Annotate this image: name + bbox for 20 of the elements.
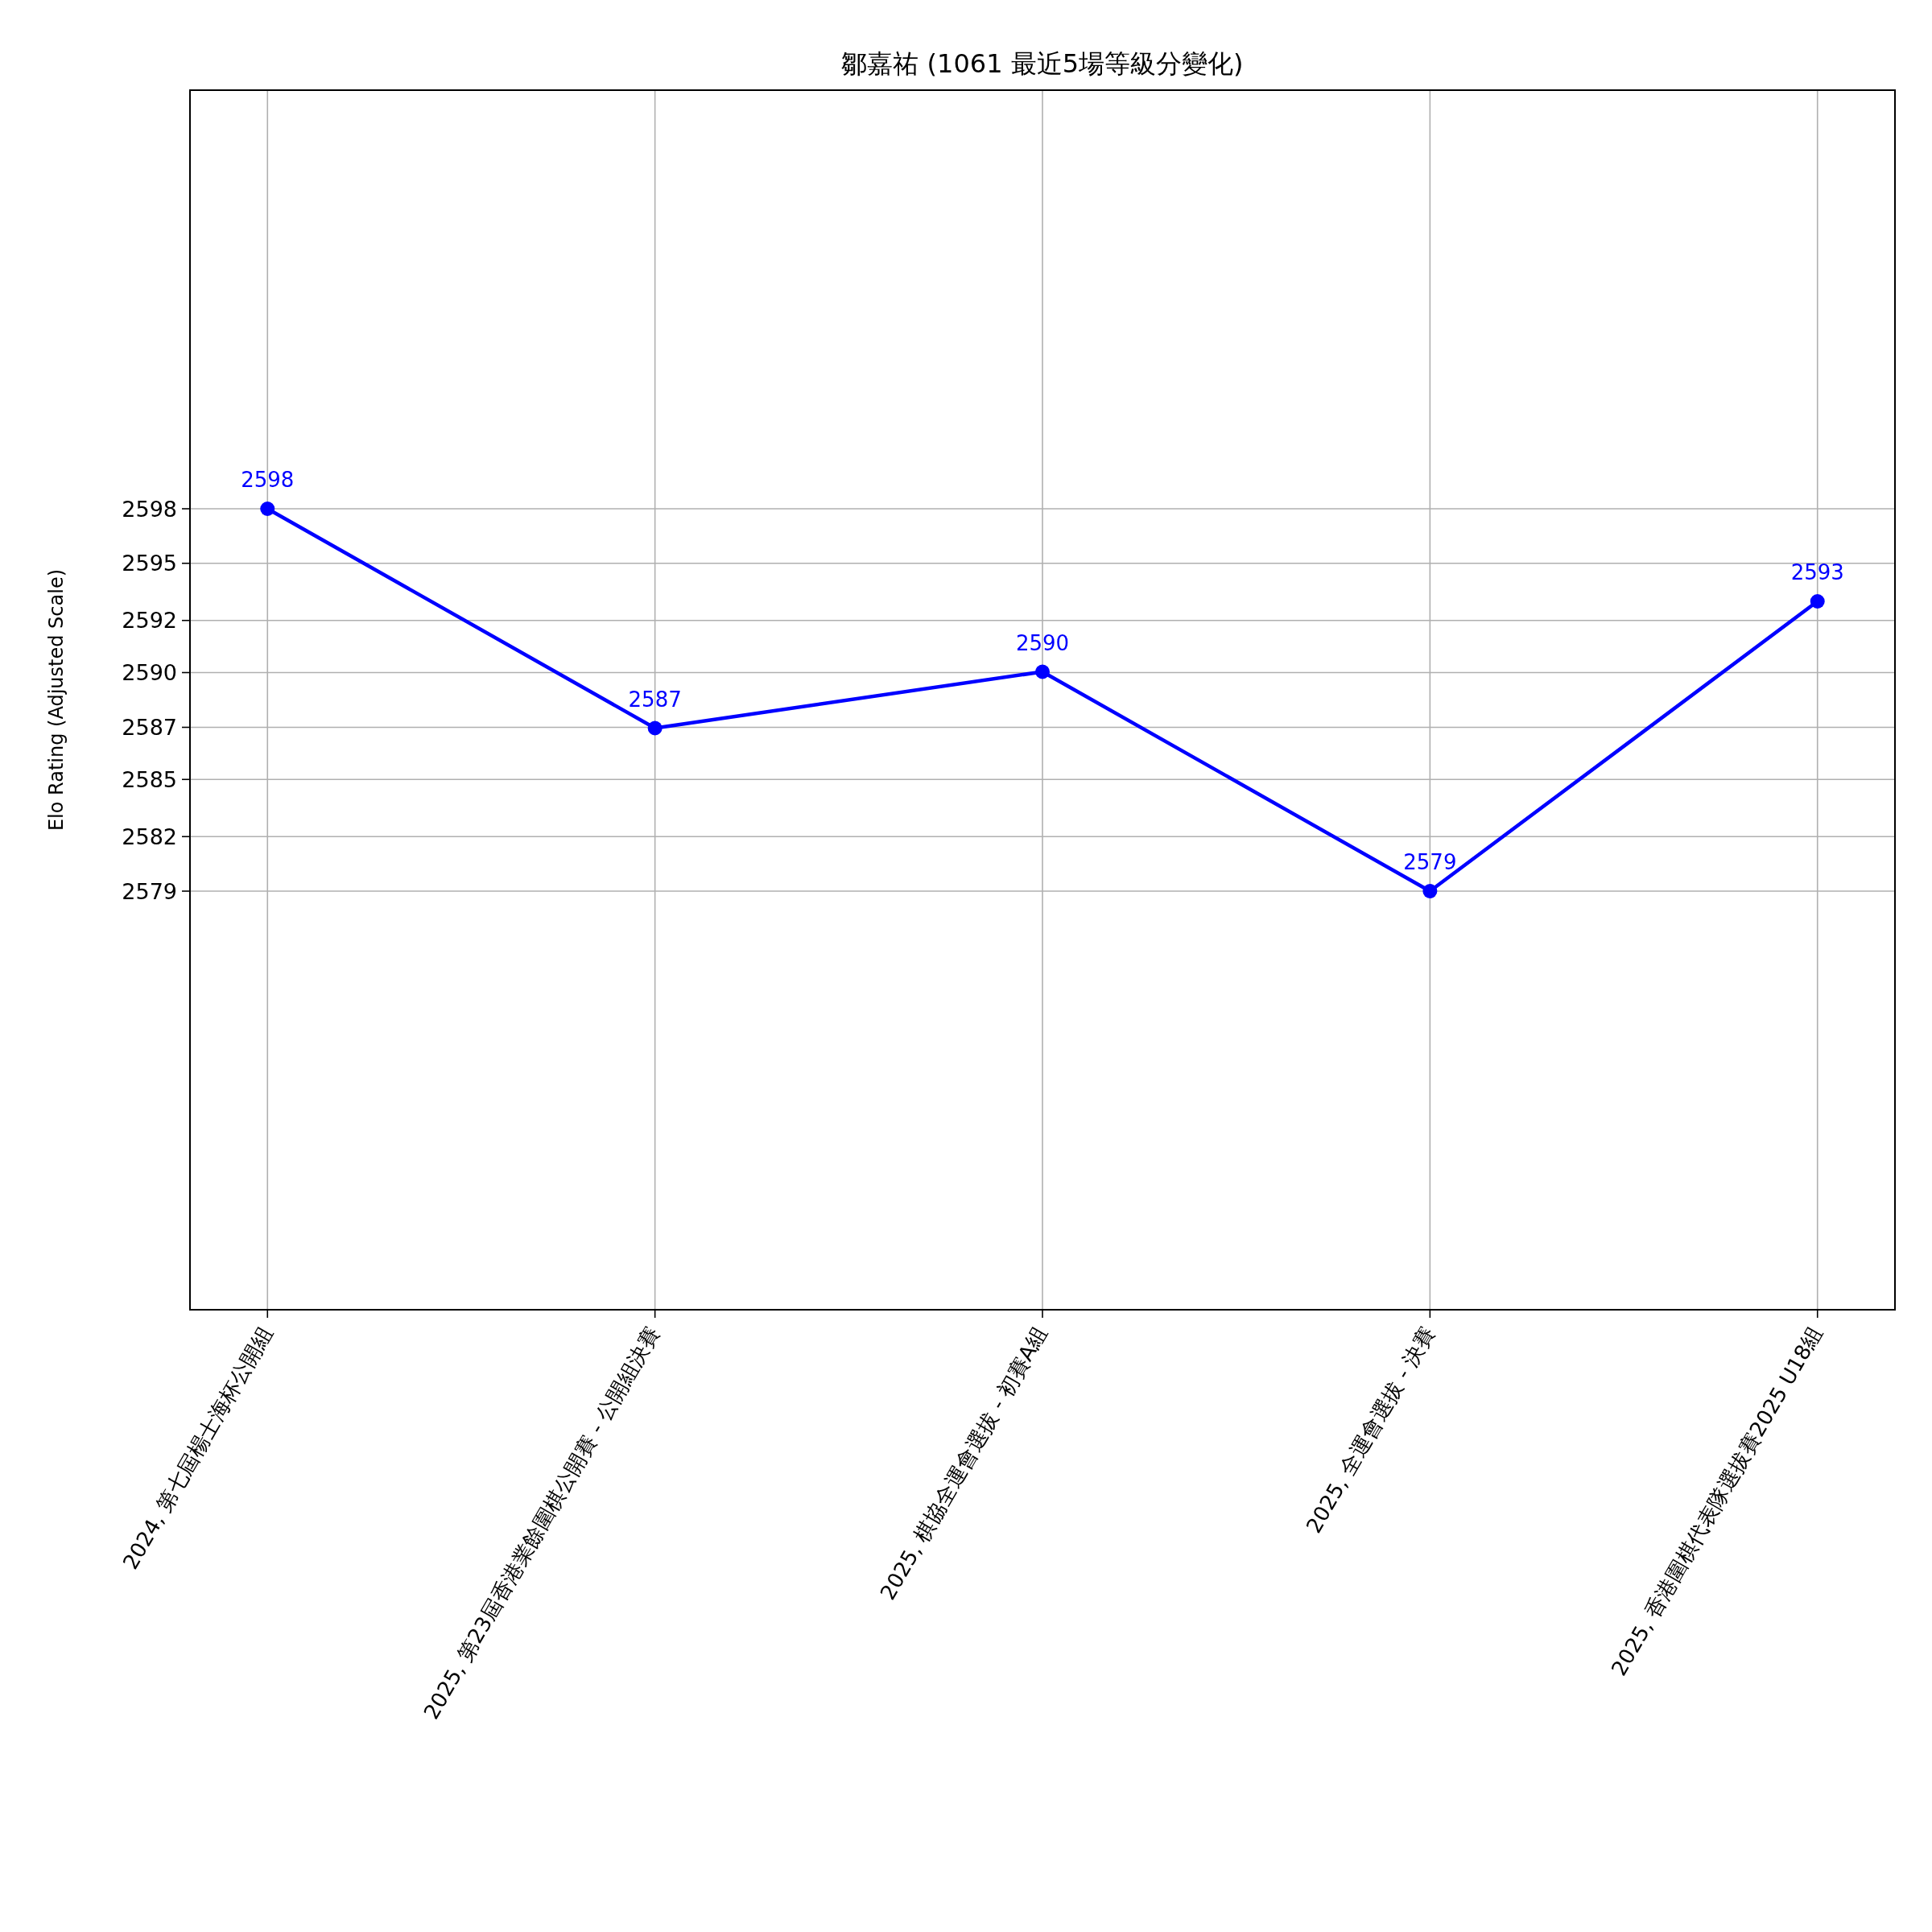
chart-title: 鄒嘉祐 (1061 最近5場等級分變化) <box>841 48 1244 79</box>
point <box>1810 594 1825 609</box>
y-tick-label: 2595 <box>122 551 177 576</box>
data-label: 2598 <box>241 468 295 492</box>
data-label: 2587 <box>628 687 682 712</box>
point <box>1035 664 1050 679</box>
y-tick-label: 2582 <box>122 824 177 849</box>
y-tick-label: 2587 <box>122 715 177 740</box>
y-tick-label: 2585 <box>122 766 177 792</box>
y-tick-label: 2579 <box>122 878 177 904</box>
point <box>647 720 663 736</box>
data-label: 2593 <box>1790 560 1844 584</box>
y-axis-title: Elo Rating (Adjusted Scale) <box>45 568 68 832</box>
data-label: 2579 <box>1403 850 1457 874</box>
y-tick-label: 2598 <box>122 496 177 522</box>
point <box>1422 884 1438 898</box>
data-label: 2590 <box>1015 630 1070 655</box>
y-tick-label: 2590 <box>122 660 177 685</box>
y-tick-label: 2592 <box>122 608 177 634</box>
point <box>260 502 275 516</box>
